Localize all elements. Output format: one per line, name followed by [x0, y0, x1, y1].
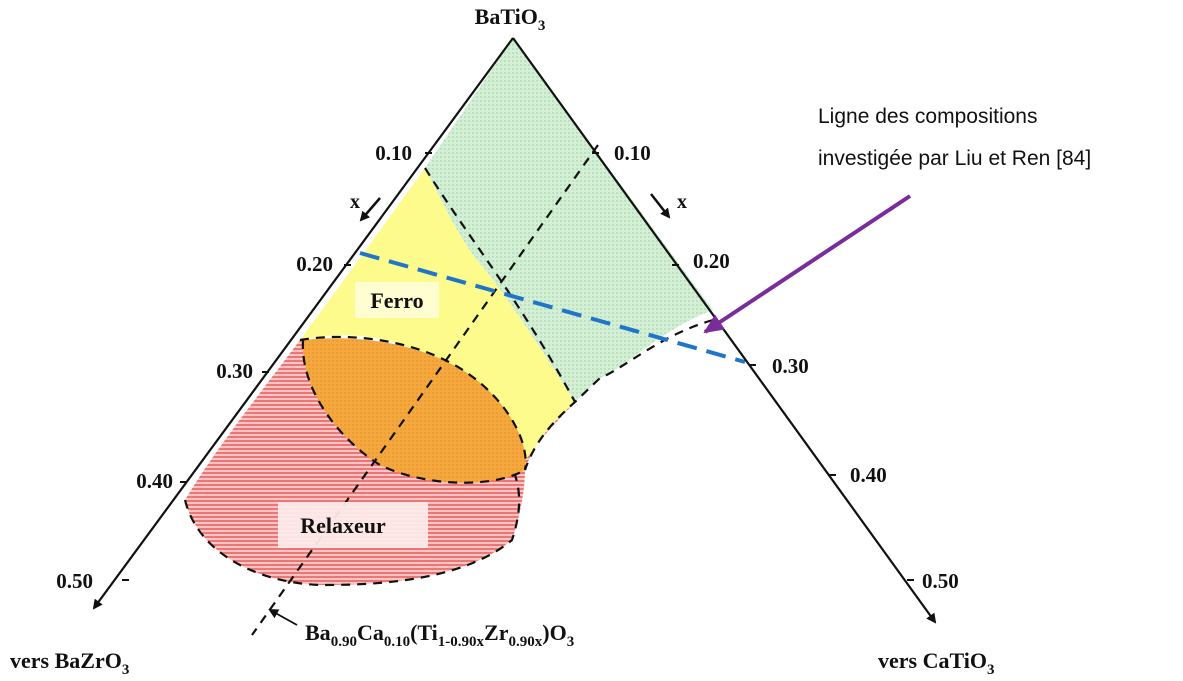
corner-bazro3-label: vers BaZrO3 [10, 648, 129, 678]
relaxeur-lower-boundary [183, 474, 521, 587]
overlap-zone [302, 338, 526, 483]
liu-ren-composition-line [359, 251, 746, 364]
left-tick-label-3: 0.30 [216, 359, 253, 383]
left-tick-label-4: 0.40 [136, 469, 173, 493]
ferro-zone [300, 168, 575, 470]
left-tick-label-5: 0.50 [56, 569, 93, 593]
ferro-label: Ferro [370, 288, 423, 313]
ferro-label-bg [355, 282, 439, 318]
composition-formula: Ba0.90Ca0.10(Ti1-0.90xZr0.90x)O3 [305, 620, 574, 650]
formula-part-6: Zr [484, 620, 509, 645]
formula-part-3: 0.10 [384, 634, 410, 650]
formula-part-1: 0.90 [331, 634, 357, 650]
formula-part-0: Ba [305, 620, 331, 645]
corner-catio3-label: vers CaTiO3 [878, 648, 994, 678]
yellow-red-boundary [299, 335, 527, 471]
ellipse-lower-boundary [301, 339, 526, 484]
green-zone [425, 38, 713, 402]
formula-leader [268, 609, 298, 626]
right-x-label: x [677, 191, 687, 213]
right-tick-label-5: 0.50 [922, 569, 959, 593]
formula-part-2: Ca [357, 620, 384, 645]
annotation-text-line-1: Ligne des compositions [818, 105, 1037, 128]
left-x-arrow [359, 197, 381, 222]
left-axis [92, 37, 514, 610]
formula-part-8: )O [542, 620, 566, 645]
formula-part-5: 1-0.90x [438, 634, 485, 650]
annotation-text-line-2: investigée par Liu et Ren [84] [818, 147, 1091, 170]
right-tick-label-3: 0.30 [772, 354, 809, 378]
right-tick-label-4: 0.40 [850, 463, 887, 487]
left-tick-label-1: 0.10 [375, 141, 412, 165]
right-tick-label-1: 0.10 [614, 141, 651, 165]
formula-part-7: 0.90x [509, 634, 543, 650]
ferro-green-boundary [424, 167, 576, 403]
relaxeur-label-bg [278, 502, 428, 548]
formula-part-9: 3 [567, 634, 575, 650]
annotation-arrow [703, 194, 912, 334]
composition-dashed-line [251, 144, 599, 636]
right-x-arrow [650, 193, 671, 219]
formula-part-4: (Ti [410, 620, 438, 645]
right-tick-label-2: 0.20 [693, 249, 730, 273]
right-phase-boundary [523, 318, 714, 471]
left-tick-label-2: 0.20 [296, 252, 333, 276]
left-x-label: x [350, 191, 360, 213]
relaxeur-label: Relaxeur [300, 513, 386, 538]
apex-batio3-label: BaTiO3 [475, 4, 546, 34]
